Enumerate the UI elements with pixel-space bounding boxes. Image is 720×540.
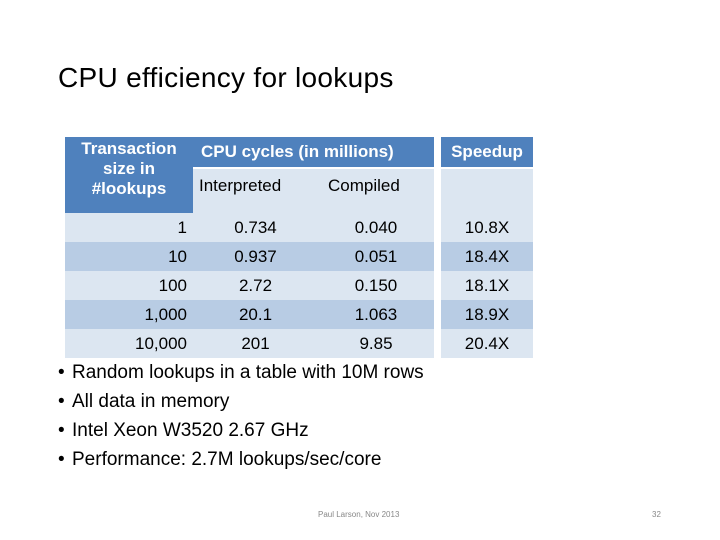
bullet-text: Performance: 2.7M lookups/sec/core [72, 449, 382, 470]
speedup-cell: 20.4X [441, 329, 533, 358]
compiled-cell: 9.85 [318, 329, 434, 358]
bullet-list: • Random lookups in a table with 10M rows… [58, 358, 424, 474]
speedup-cell: 18.4X [441, 242, 533, 271]
transaction-size-cell: 1,000 [65, 300, 193, 329]
transaction-size-cell: 10,000 [65, 329, 193, 358]
interpreted-cell: 2.72 [193, 271, 318, 300]
header-transaction-size: Transaction size in #lookups [65, 137, 193, 213]
compiled-cell: 0.051 [318, 242, 434, 271]
interpreted-cell: 0.937 [193, 242, 318, 271]
subheader-compiled: Compiled [318, 169, 434, 203]
speedup-cell: 18.1X [441, 271, 533, 300]
bullet-text: Intel Xeon W3520 2.67 GHz [72, 420, 309, 441]
bullet-dot-icon: • [58, 449, 65, 470]
transaction-size-cell: 100 [65, 271, 193, 300]
interpreted-cell: 0.734 [193, 213, 318, 242]
bullet-dot-icon: • [58, 391, 65, 412]
table-row: 10,000 201 9.85 20.4X [65, 329, 533, 358]
compiled-cell: 1.063 [318, 300, 434, 329]
bullet-item: • Random lookups in a table with 10M rows [58, 358, 424, 387]
table-row: 1,000 20.1 1.063 18.9X [65, 300, 533, 329]
header-speedup: Speedup [441, 137, 533, 169]
bullet-item: • Intel Xeon W3520 2.67 GHz [58, 416, 424, 445]
bullet-text: Random lookups in a table with 10M rows [72, 362, 424, 383]
page-number: 32 [652, 510, 661, 519]
header-cpu-cycles: CPU cycles (in millions) [193, 137, 434, 169]
slide-footer: Paul Larson, Nov 2013 [318, 510, 400, 519]
subheader-interpreted: Interpreted [193, 169, 318, 203]
compiled-cell: 0.040 [318, 213, 434, 242]
subheader-speedup-empty [441, 169, 533, 203]
transaction-size-cell: 1 [65, 213, 193, 242]
table-row: 10 0.937 0.051 18.4X [65, 242, 533, 271]
compiled-cell: 0.150 [318, 271, 434, 300]
interpreted-cell: 20.1 [193, 300, 318, 329]
speedup-cell: 18.9X [441, 300, 533, 329]
slide-title: CPU efficiency for lookups [58, 62, 394, 93]
table-row: 1 0.734 0.040 10.8X [65, 213, 533, 242]
transaction-size-cell: 10 [65, 242, 193, 271]
cpu-efficiency-table: Transaction size in #lookups CPU cycles … [65, 137, 533, 358]
bullet-dot-icon: • [58, 420, 65, 441]
interpreted-cell: 201 [193, 329, 318, 358]
bullet-dot-icon: • [58, 362, 65, 383]
bullet-item: • Performance: 2.7M lookups/sec/core [58, 445, 424, 474]
speedup-cell: 10.8X [441, 213, 533, 242]
bullet-item: • All data in memory [58, 387, 424, 416]
table-row: 100 2.72 0.150 18.1X [65, 271, 533, 300]
bullet-text: All data in memory [72, 391, 230, 412]
